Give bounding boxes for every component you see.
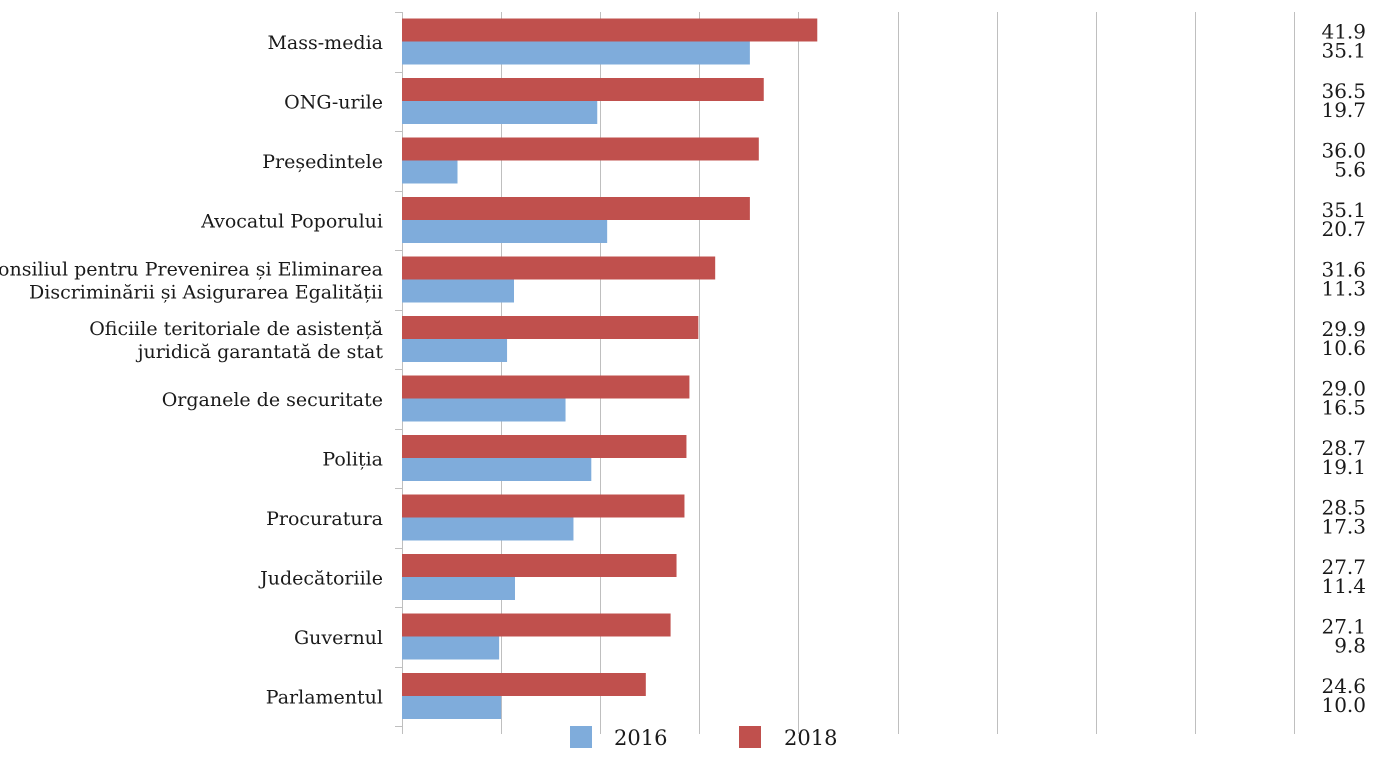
category-label: Avocatul Poporului bbox=[200, 210, 383, 232]
category-label: Organele de securitate bbox=[162, 389, 383, 411]
value-label-2018: 35.1 bbox=[1321, 198, 1366, 222]
category-label: ONG-urile bbox=[284, 91, 383, 113]
value-label-2016: 19.1 bbox=[1321, 455, 1366, 479]
bar-2016 bbox=[402, 517, 574, 541]
bar-2018 bbox=[402, 78, 764, 101]
bar-2018 bbox=[402, 673, 646, 696]
value-label-2016: 10.6 bbox=[1321, 336, 1366, 360]
value-label-2018: 29.9 bbox=[1321, 317, 1366, 341]
value-label-2018: 28.5 bbox=[1321, 496, 1366, 520]
value-label-2018: 27.7 bbox=[1321, 555, 1366, 579]
value-label-2016: 17.3 bbox=[1321, 515, 1366, 539]
value-label-2018: 24.6 bbox=[1321, 674, 1366, 698]
bar-2016 bbox=[402, 577, 515, 600]
bar-2018 bbox=[402, 435, 687, 458]
legend-label-2018: 2018 bbox=[784, 726, 837, 750]
value-labels: 41.935.136.519.736.05.635.120.731.611.32… bbox=[1321, 20, 1366, 718]
bar-2018 bbox=[402, 613, 671, 637]
value-label-2016: 19.7 bbox=[1321, 98, 1366, 122]
category-label: Judecătoriile bbox=[258, 567, 383, 589]
value-label-2016: 11.4 bbox=[1321, 574, 1366, 598]
value-label-2016: 10.0 bbox=[1321, 693, 1366, 717]
bar-2018 bbox=[402, 256, 716, 280]
bar-2016 bbox=[402, 696, 502, 719]
value-label-2016: 16.5 bbox=[1321, 396, 1366, 420]
bar-2018 bbox=[402, 554, 677, 577]
bar-2016 bbox=[402, 101, 598, 124]
value-label-2016: 35.1 bbox=[1321, 39, 1366, 63]
grid-lines bbox=[395, 12, 1295, 734]
bars bbox=[402, 18, 818, 719]
bar-2018 bbox=[402, 18, 818, 42]
legend-swatch-2018 bbox=[739, 726, 761, 748]
value-label-2016: 9.8 bbox=[1334, 634, 1366, 658]
value-label-2018: 28.7 bbox=[1321, 436, 1366, 460]
value-label-2018: 27.1 bbox=[1321, 615, 1366, 639]
category-label: Guvernul bbox=[294, 627, 383, 649]
legend: 2016 2018 bbox=[570, 726, 837, 750]
value-label-2016: 11.3 bbox=[1321, 277, 1366, 301]
legend-swatch-2016 bbox=[570, 726, 592, 748]
bar-2018 bbox=[402, 316, 699, 339]
category-label: Mass-media bbox=[267, 32, 383, 54]
category-label: Procuratura bbox=[266, 508, 383, 530]
bar-2016 bbox=[402, 279, 514, 303]
value-label-2018: 31.6 bbox=[1321, 258, 1366, 282]
value-label-2018: 29.0 bbox=[1321, 377, 1366, 401]
value-label-2018: 41.9 bbox=[1321, 20, 1366, 44]
legend-label-2016: 2016 bbox=[614, 726, 667, 750]
category-label: Parlamentul bbox=[266, 686, 383, 708]
category-label: Consiliul pentru Prevenirea și Eliminare… bbox=[0, 258, 383, 280]
category-labels: Mass-media ONG-urile Președintele Avocatul … bbox=[0, 32, 383, 709]
bar-2018 bbox=[402, 197, 750, 220]
category-label: juridică garantată de stat bbox=[136, 341, 384, 363]
value-label-2016: 20.7 bbox=[1321, 217, 1366, 241]
bar-2016 bbox=[402, 339, 508, 362]
bar-2016 bbox=[402, 220, 608, 243]
category-label: Discriminării și Asigurarea Egalității bbox=[29, 281, 383, 303]
category-label: Președintele bbox=[262, 151, 383, 173]
value-label-2018: 36.5 bbox=[1321, 79, 1366, 103]
category-label: Oficiile teritoriale de asistență bbox=[89, 318, 383, 340]
category-label: Poliția bbox=[322, 448, 383, 470]
bar-2016 bbox=[402, 398, 566, 422]
bar-2018 bbox=[402, 494, 685, 518]
value-label-2018: 36.0 bbox=[1321, 139, 1366, 163]
bar-2016 bbox=[402, 458, 592, 481]
bar-2018 bbox=[402, 137, 759, 161]
bar-2016 bbox=[402, 636, 500, 660]
value-label-2016: 5.6 bbox=[1334, 158, 1366, 182]
bar-2016 bbox=[402, 160, 458, 184]
bar-2018 bbox=[402, 375, 690, 399]
bar-2016 bbox=[402, 41, 750, 65]
